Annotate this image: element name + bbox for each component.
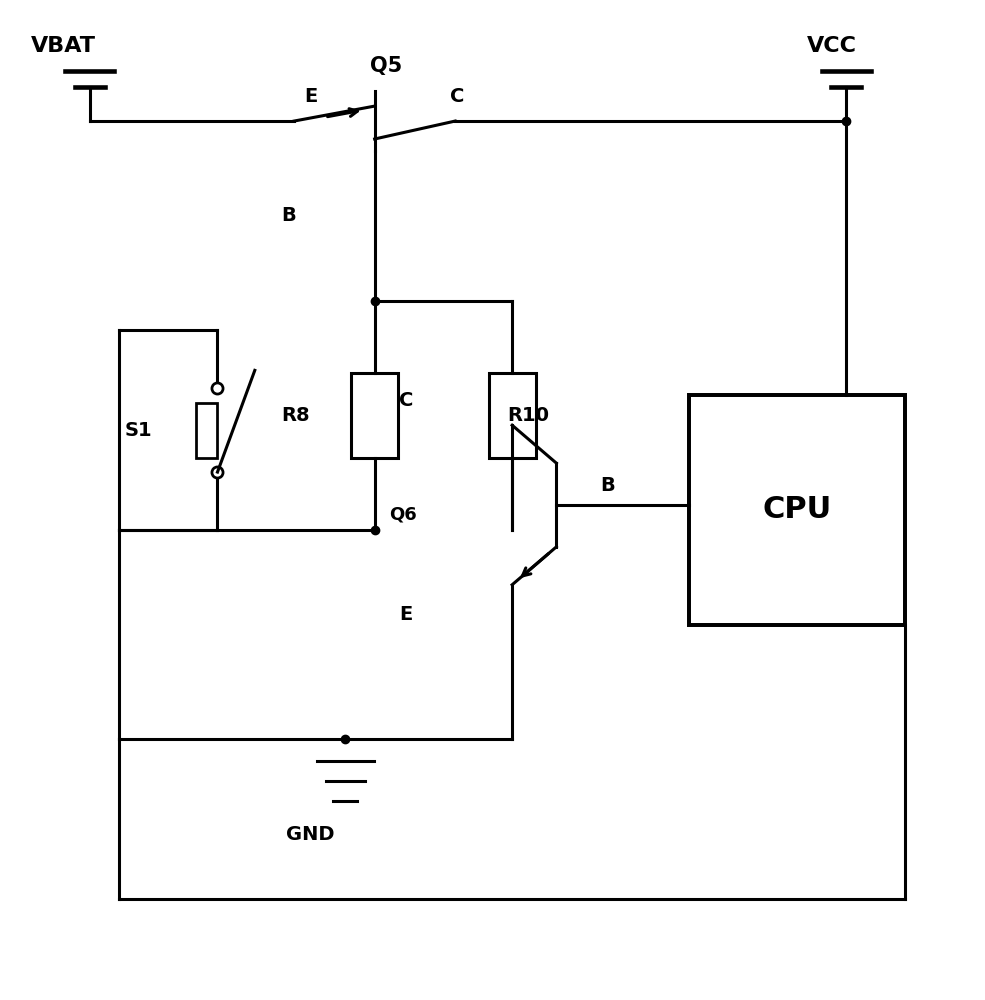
Bar xyxy=(689,395,905,625)
Text: Q6: Q6 xyxy=(389,506,417,524)
Bar xyxy=(351,373,398,458)
Text: R8: R8 xyxy=(282,406,310,425)
Text: Q5: Q5 xyxy=(369,56,402,76)
Text: E: E xyxy=(399,605,413,624)
Text: B: B xyxy=(282,206,296,225)
Text: E: E xyxy=(304,87,317,106)
Text: C: C xyxy=(450,87,465,106)
Text: S1: S1 xyxy=(124,421,152,440)
Text: GND: GND xyxy=(287,825,335,844)
Text: R10: R10 xyxy=(507,406,550,425)
Bar xyxy=(196,403,218,458)
Bar xyxy=(489,373,536,458)
Text: VBAT: VBAT xyxy=(31,36,96,56)
Text: VCC: VCC xyxy=(807,36,857,56)
Text: CPU: CPU xyxy=(762,495,831,524)
Text: B: B xyxy=(601,476,616,495)
Text: C: C xyxy=(399,391,414,410)
